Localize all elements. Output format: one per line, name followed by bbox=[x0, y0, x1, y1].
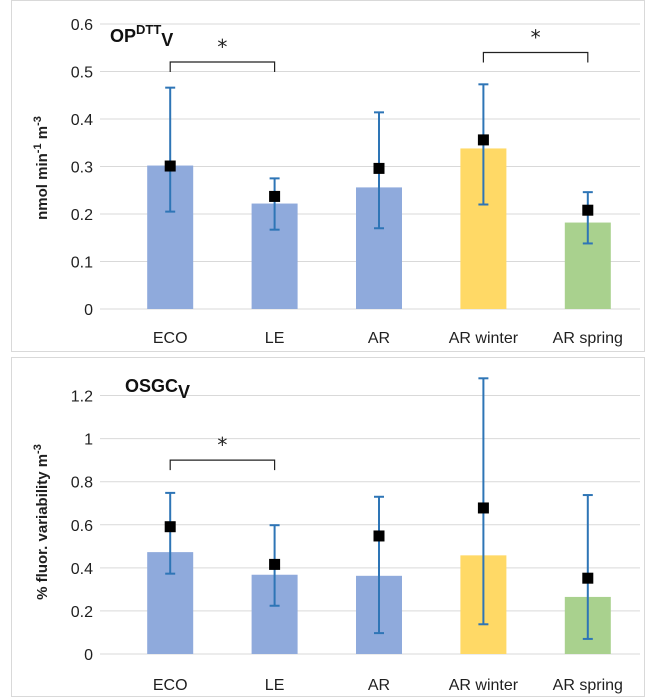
y-axis-label-mid: m bbox=[34, 126, 51, 144]
y-tick-label: 0.4 bbox=[71, 112, 93, 129]
y-axis-label: % fluor. variability m-3 bbox=[32, 444, 51, 600]
y-tick-label: 0.6 bbox=[71, 17, 93, 34]
mean-marker bbox=[164, 160, 176, 172]
y-axis-label-sup2: -3 bbox=[32, 116, 44, 126]
mean-marker bbox=[582, 572, 594, 584]
panel-title-main: OP bbox=[110, 26, 136, 46]
panel-title-sub: V bbox=[161, 30, 173, 50]
x-tick-label: ECO bbox=[153, 677, 188, 694]
x-tick-labels: ECO LE AR AR winter AR spring bbox=[153, 677, 623, 694]
y-tick-label: 0 bbox=[84, 302, 93, 319]
x-tick-label: LE bbox=[265, 677, 285, 694]
mean-markers bbox=[164, 502, 594, 584]
y-axis-label-main: % fluor. variability m bbox=[34, 454, 51, 600]
y-axis-label: nmol min-1 m-3 bbox=[32, 116, 51, 220]
y-tick-label: 0.6 bbox=[71, 518, 93, 535]
y-tick-label: 0 bbox=[84, 647, 93, 664]
x-tick-labels: ECO LE AR AR winter AR spring bbox=[153, 330, 623, 347]
significance-star: * bbox=[217, 35, 227, 59]
x-tick-label: LE bbox=[265, 330, 285, 347]
x-tick-label: AR bbox=[368, 330, 390, 347]
x-tick-label: AR winter bbox=[449, 677, 519, 694]
significance-star: * bbox=[217, 433, 227, 457]
panel-title-sub: V bbox=[178, 382, 190, 402]
x-tick-label: AR winter bbox=[449, 330, 519, 347]
significance-bracket bbox=[169, 61, 276, 72]
significance-brackets: * * bbox=[169, 26, 589, 72]
significance-star: * bbox=[531, 26, 541, 50]
y-tick-label: 0.2 bbox=[71, 207, 93, 224]
y-tick-label: 0.1 bbox=[71, 255, 93, 272]
significance-bracket bbox=[169, 459, 276, 471]
panel-frame-bottom bbox=[11, 357, 645, 697]
mean-marker bbox=[477, 134, 489, 146]
x-tick-label: AR spring bbox=[553, 330, 623, 347]
chart-op-dtt: * * 00.10.20.30.40.50.6 ECO LE AR AR winter A… bbox=[32, 17, 640, 347]
mean-marker bbox=[477, 502, 489, 514]
panel-title: OPDTTV bbox=[110, 22, 173, 50]
y-axis-label-sup2: -3 bbox=[32, 444, 44, 454]
panel-frame-top bbox=[11, 0, 645, 352]
y-tick-label: 1.2 bbox=[71, 389, 93, 406]
y-axis-label-main: nmol min bbox=[34, 153, 51, 220]
mean-marker bbox=[373, 530, 385, 542]
y-tick-label: 0.4 bbox=[71, 561, 93, 578]
y-axis-label-sup1: -1 bbox=[32, 143, 44, 153]
panel-title-main: OSGC bbox=[125, 376, 178, 396]
mean-markers bbox=[164, 134, 594, 216]
x-tick-label: AR bbox=[368, 677, 390, 694]
mean-marker bbox=[269, 190, 281, 202]
chart-osgc: * 0 0.2 0.4 0.6 0.8 1 1.2 ECO LE AR AR winter AR s… bbox=[32, 376, 640, 694]
y-tick-label: 1 bbox=[84, 432, 93, 449]
mean-marker bbox=[582, 204, 594, 216]
y-tick-label: 0.3 bbox=[71, 160, 93, 177]
y-tick-label: 0.5 bbox=[71, 65, 93, 82]
panel-title: OSGCV bbox=[125, 376, 190, 402]
mean-marker bbox=[164, 521, 176, 533]
panel-title-sup: DTT bbox=[136, 22, 161, 37]
y-tick-label: 0.2 bbox=[71, 604, 93, 621]
x-tick-label: AR spring bbox=[553, 677, 623, 694]
significance-bracket bbox=[482, 51, 589, 63]
y-tick-labels: 0 0.2 0.4 0.6 0.8 1 1.2 bbox=[71, 389, 93, 664]
mean-marker bbox=[269, 558, 281, 570]
mean-marker bbox=[373, 162, 385, 174]
x-tick-label: ECO bbox=[153, 330, 188, 347]
y-tick-label: 0.8 bbox=[71, 475, 93, 492]
significance-brackets: * bbox=[169, 433, 276, 471]
y-tick-labels: 0 0.1 0.2 0.3 0.4 0.5 0.6 bbox=[71, 17, 93, 319]
